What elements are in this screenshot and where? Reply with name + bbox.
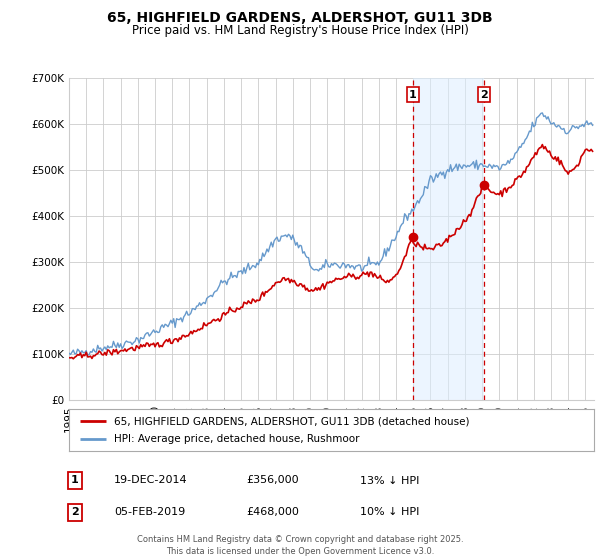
- Text: 65, HIGHFIELD GARDENS, ALDERSHOT, GU11 3DB: 65, HIGHFIELD GARDENS, ALDERSHOT, GU11 3…: [107, 11, 493, 25]
- Text: 2: 2: [71, 507, 79, 517]
- Text: 65, HIGHFIELD GARDENS, ALDERSHOT, GU11 3DB (detached house): 65, HIGHFIELD GARDENS, ALDERSHOT, GU11 3…: [113, 417, 469, 426]
- Bar: [413, 78, 484, 400]
- Text: Contains HM Land Registry data © Crown copyright and database right 2025.
This d: Contains HM Land Registry data © Crown c…: [137, 535, 463, 556]
- Text: HPI: Average price, detached house, Rushmoor: HPI: Average price, detached house, Rush…: [113, 434, 359, 444]
- Text: 10% ↓ HPI: 10% ↓ HPI: [360, 507, 419, 517]
- Text: 19-DEC-2014: 19-DEC-2014: [114, 475, 188, 486]
- Text: 2: 2: [480, 90, 488, 100]
- Text: Price paid vs. HM Land Registry's House Price Index (HPI): Price paid vs. HM Land Registry's House …: [131, 24, 469, 36]
- Text: 05-FEB-2019: 05-FEB-2019: [114, 507, 185, 517]
- Text: 13% ↓ HPI: 13% ↓ HPI: [360, 475, 419, 486]
- Text: £356,000: £356,000: [246, 475, 299, 486]
- Text: 1: 1: [409, 90, 416, 100]
- Text: £468,000: £468,000: [246, 507, 299, 517]
- Text: 1: 1: [71, 475, 79, 486]
